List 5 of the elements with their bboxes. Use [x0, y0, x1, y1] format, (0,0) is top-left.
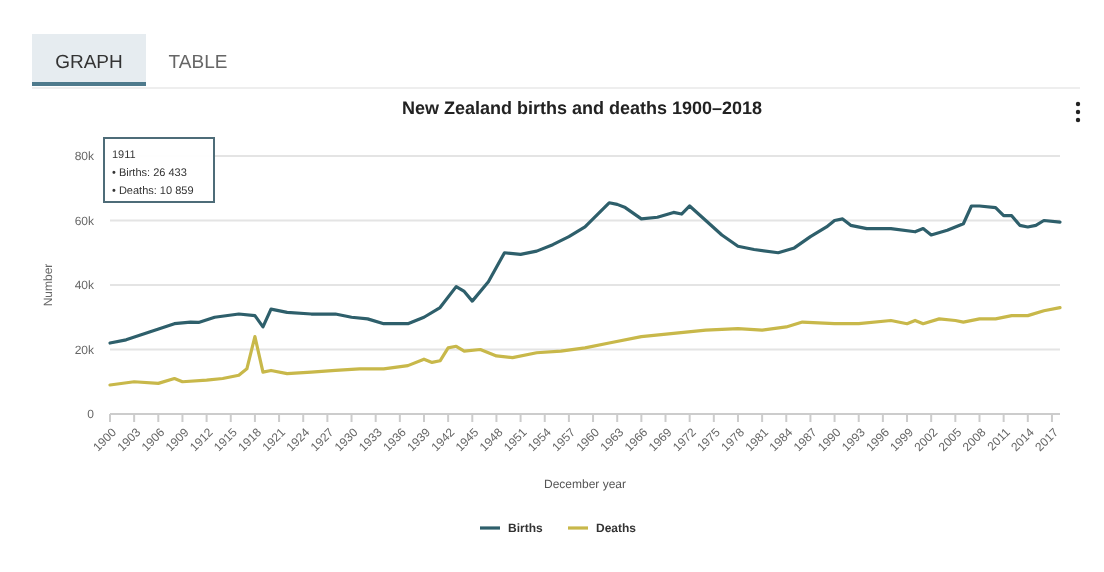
text: TABLE [168, 52, 228, 74]
text: GRAPH [55, 52, 124, 74]
chart-title: New Zealand births and deaths 1900–2018 [401, 98, 763, 118]
line-series [108, 305, 1062, 387]
line-series [108, 201, 1062, 345]
